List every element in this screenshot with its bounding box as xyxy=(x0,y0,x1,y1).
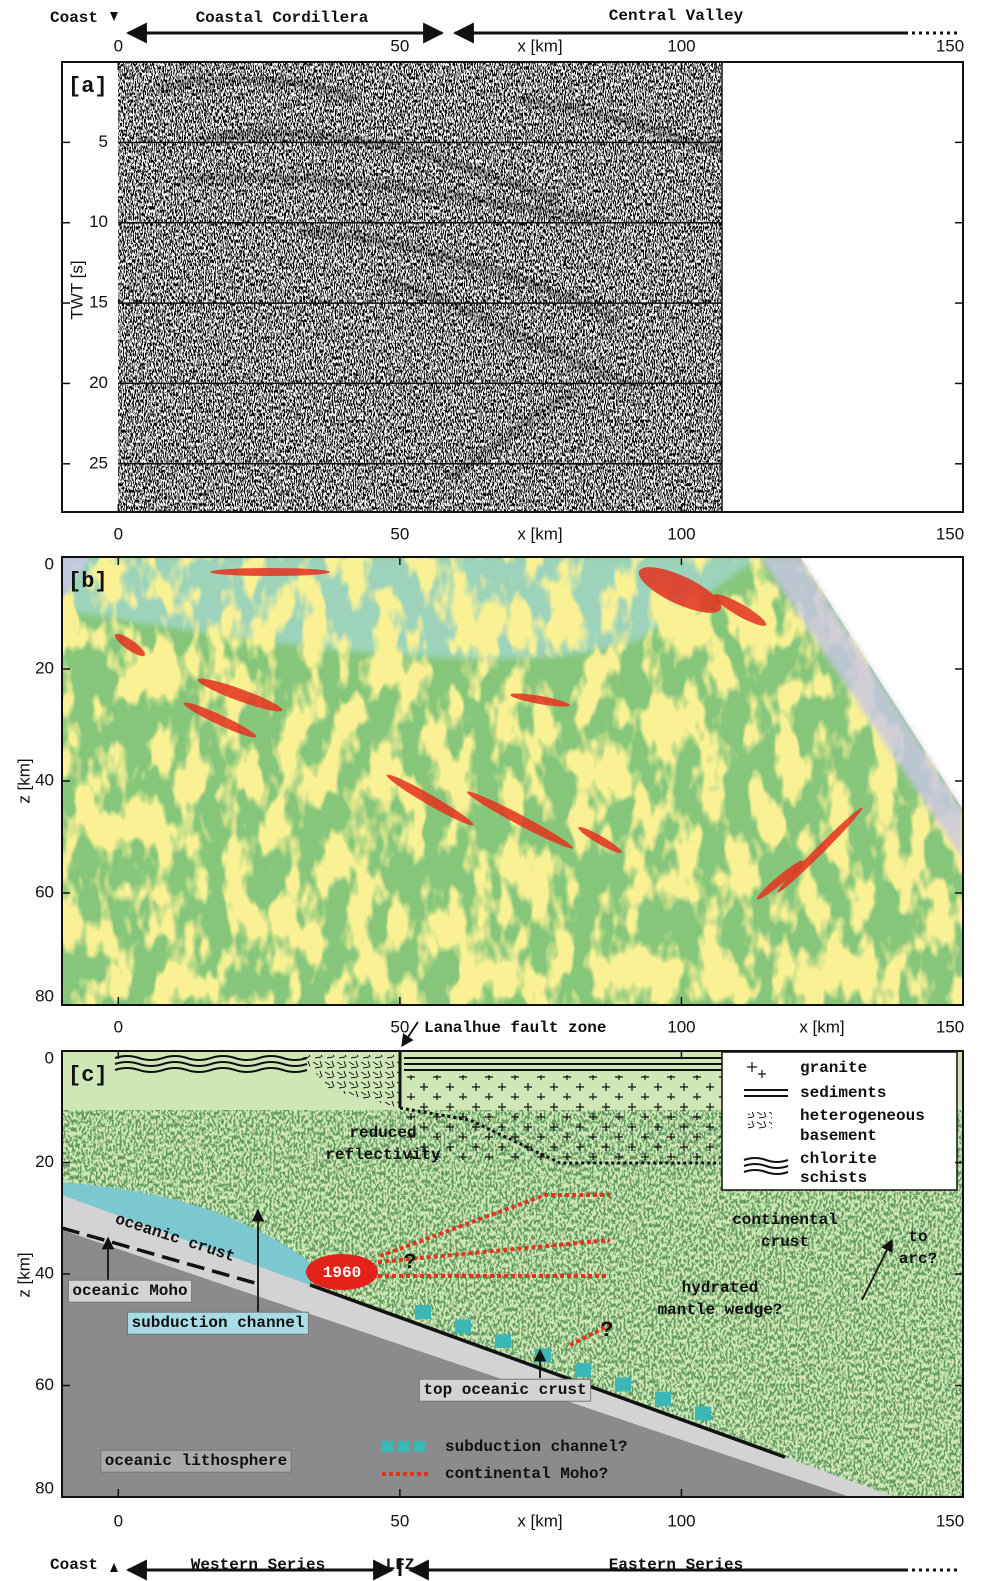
coast-label: Coast xyxy=(50,9,98,27)
x-tick-label: 50 xyxy=(390,1511,409,1530)
y-tick-label: 40 xyxy=(35,770,54,789)
y-tick-label: 60 xyxy=(35,882,54,901)
coast-marker xyxy=(110,12,118,21)
region-label: Coastal Cordillera xyxy=(196,9,369,27)
annotation: mantle wedge? xyxy=(658,1301,783,1319)
legend-label: granite xyxy=(800,1059,867,1077)
legend-symbol xyxy=(748,1112,772,1130)
channel-block xyxy=(535,1348,551,1362)
channel-block xyxy=(415,1305,431,1319)
x-tick-label: 150 xyxy=(936,1511,964,1530)
annotation: hydrated xyxy=(682,1279,759,1297)
annotation: reflectivity xyxy=(325,1146,441,1164)
panel-label: [b] xyxy=(68,569,108,594)
annotation: ? xyxy=(403,1250,416,1275)
y-tick-label: 5 xyxy=(99,132,108,151)
x-tick-label: 150 xyxy=(936,36,964,55)
high-amplitude-reflector xyxy=(210,568,330,576)
y-axis-label: z [km] xyxy=(14,758,33,803)
x-tick-label: 50 xyxy=(390,1017,409,1036)
x-tick-label: 150 xyxy=(936,1017,964,1036)
x-axis-label: x [km] xyxy=(517,1511,562,1530)
panel-layer xyxy=(62,557,963,1005)
legend-label: schists xyxy=(800,1169,867,1187)
y-tick-label: 60 xyxy=(35,1375,54,1394)
x-tick-label: 100 xyxy=(667,524,695,543)
annotation: continental xyxy=(732,1211,838,1229)
y-axis-label: z [km] xyxy=(14,1252,33,1297)
x-tick-label: 50 xyxy=(390,36,409,55)
legend-symbol xyxy=(398,1441,409,1452)
legend-label: heterogeneous xyxy=(800,1107,925,1125)
x-tick-label: 0 xyxy=(114,1017,123,1036)
channel-block xyxy=(575,1363,591,1377)
x-tick-label: 100 xyxy=(667,1511,695,1530)
legend-label: subduction channel? xyxy=(445,1438,627,1456)
panel-label: [a] xyxy=(68,74,108,99)
channel-block xyxy=(455,1319,471,1333)
annotation: subduction channel xyxy=(132,1314,305,1332)
x-tick-label: 50 xyxy=(390,524,409,543)
x-axis-label: x [km] xyxy=(517,36,562,55)
x-tick-label: 150 xyxy=(936,524,964,543)
annotation: reduced xyxy=(349,1124,416,1142)
legend-label: sediments xyxy=(800,1084,886,1102)
panel-label: [c] xyxy=(68,1063,108,1088)
x-tick-label: 0 xyxy=(114,36,123,55)
coast-marker xyxy=(110,1563,118,1572)
region-label: Central Valley xyxy=(609,7,744,25)
legend-symbol xyxy=(414,1441,425,1452)
annotation: crust xyxy=(761,1233,809,1251)
annotation: Lanalhue fault zone xyxy=(424,1019,606,1037)
seismic-noise xyxy=(118,62,722,512)
coast-label: Coast xyxy=(50,1556,98,1574)
channel-block xyxy=(655,1392,671,1406)
x-tick-label: 0 xyxy=(114,524,123,543)
annotation: oceanic Moho xyxy=(72,1282,187,1300)
annotation: arc? xyxy=(899,1250,937,1268)
annotation: to xyxy=(908,1228,927,1246)
x-tick-label: 0 xyxy=(114,1511,123,1530)
x-tick-label: 100 xyxy=(667,1017,695,1036)
legend-symbol xyxy=(382,1441,393,1452)
x-axis-label: x [km] xyxy=(799,1017,844,1036)
region-label: Eastern Series xyxy=(609,1556,743,1574)
panel-layer xyxy=(118,62,722,512)
y-tick-label: 0 xyxy=(45,554,54,573)
legend-label: basement xyxy=(800,1127,877,1145)
annotation: oceanic lithosphere xyxy=(105,1452,287,1470)
figure: Coast Coastal Cordillera Central Valley … xyxy=(0,0,981,1581)
region-label: Western Series xyxy=(191,1556,325,1574)
y-tick-label: 20 xyxy=(35,1152,54,1171)
y-tick-label: 0 xyxy=(45,1048,54,1067)
legend-label: chlorite xyxy=(800,1150,877,1168)
annotation: top oceanic crust xyxy=(423,1381,586,1399)
y-tick-label: 40 xyxy=(35,1263,54,1282)
y-tick-label: 20 xyxy=(89,373,108,392)
legend-label: continental Moho? xyxy=(445,1465,608,1483)
y-tick-label: 15 xyxy=(89,293,108,312)
y-tick-label: 25 xyxy=(89,453,108,472)
y-tick-label: 10 xyxy=(89,212,108,231)
annotation: ? xyxy=(600,1318,613,1343)
y-tick-label: 80 xyxy=(35,1478,54,1497)
y-axis-label: TWT [s] xyxy=(67,260,86,319)
channel-block xyxy=(695,1406,711,1420)
x-axis-label: x [km] xyxy=(517,524,562,543)
granite-unit xyxy=(404,1074,722,1160)
x-tick-label: 100 xyxy=(667,36,695,55)
channel-block xyxy=(615,1377,631,1391)
y-tick-label: 20 xyxy=(35,658,54,677)
annotation: 1960 xyxy=(323,1264,361,1282)
channel-block xyxy=(495,1334,511,1348)
y-tick-label: 80 xyxy=(35,986,54,1005)
